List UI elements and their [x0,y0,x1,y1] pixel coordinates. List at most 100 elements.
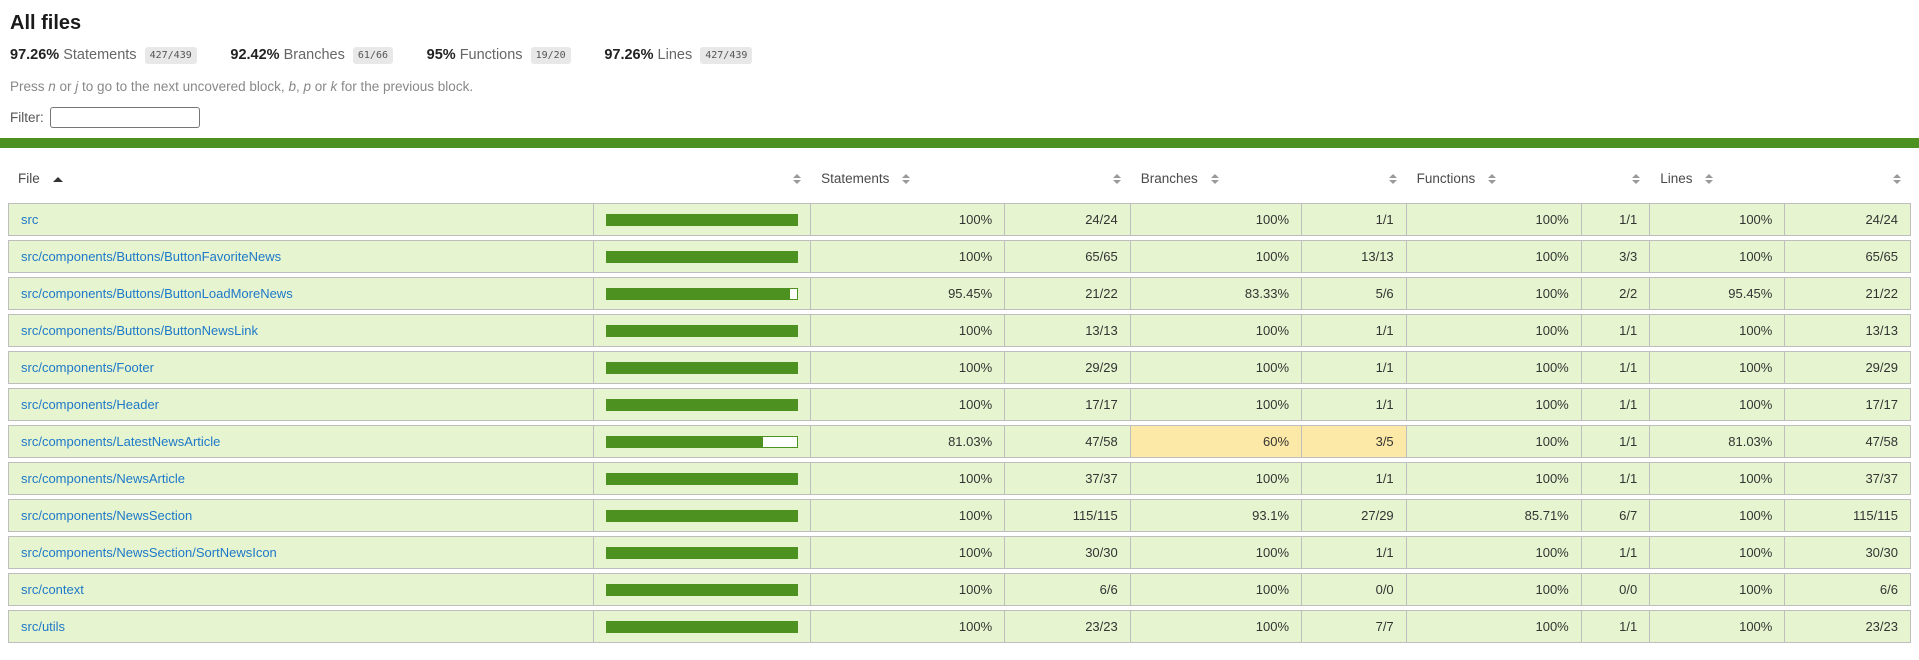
help-text-segment: or [310,79,331,94]
statements-raw-cell: 21/22 [1005,277,1131,310]
branches-raw-cell: 1/1 [1302,203,1407,236]
shortcut-key: b [288,79,296,94]
table-row: src/components/Buttons/ButtonNewsLink 10… [8,314,1911,347]
column-header-lines-raw[interactable] [1785,158,1911,199]
file-cell: src/components/NewsSection/SortNewsIcon [8,536,595,569]
coverage-bar-fill [606,546,799,559]
file-link[interactable]: src/context [21,582,84,597]
functions-raw-cell: 1/1 [1581,314,1651,347]
sort-icon[interactable] [1388,174,1397,185]
branches-pct-cell: 100% [1130,462,1303,495]
lines-pct-cell: 100% [1650,388,1786,421]
file-link[interactable]: src/components/NewsArticle [21,471,185,486]
functions-raw-cell: 1/1 [1581,203,1651,236]
branches-raw-cell: 5/6 [1302,277,1407,310]
lines-raw-cell: 6/6 [1785,573,1911,606]
file-cell: src/components/Buttons/ButtonNewsLink [8,314,595,347]
branches-raw-cell: 1/1 [1302,351,1407,384]
file-link[interactable]: src/components/Header [21,397,160,412]
table-row: src/components/Buttons/ButtonFavoriteNew… [8,240,1911,273]
branches-pct-cell: 100% [1130,610,1303,643]
summary-fraction-badge: 427/439 [144,46,197,64]
coverage-bar-fill [606,472,799,485]
column-header-branches[interactable]: Branches [1131,158,1302,199]
functions-raw-cell: 0/0 [1581,573,1651,606]
functions-raw-cell: 1/1 [1581,388,1651,421]
file-link[interactable]: src/components/NewsSection [21,508,193,523]
sort-icon[interactable] [1210,174,1219,185]
coverage-bar-fill [606,324,799,337]
coverage-bar [606,361,799,374]
lines-pct-cell: 100% [1650,573,1786,606]
help-text-segment: , [295,79,304,94]
column-header-file-label: File [18,171,40,186]
coverage-table: File Statements Branches Functions [8,154,1911,647]
help-text-segment: to go to the next uncovered block, [78,79,289,94]
summary-item: 97.26% Lines 427/439 [604,46,753,64]
sort-icon[interactable] [1705,174,1714,185]
coverage-bar-fill [606,287,790,300]
summary-item: 92.42% Branches 61/66 [230,46,393,64]
statements-raw-cell: 24/24 [1005,203,1131,236]
filter-input[interactable] [49,107,200,128]
sort-icon[interactable] [1632,174,1641,185]
file-link[interactable]: src/components/Buttons/ButtonNewsLink [21,323,259,338]
column-header-branches-raw[interactable] [1302,158,1407,199]
column-header-lines[interactable]: Lines [1650,158,1785,199]
column-header-file[interactable]: File [8,158,594,199]
lines-pct-cell: 95.45% [1650,277,1786,310]
table-row: src/context 100% 6/6 100% 0/0 100% 0/0 1… [8,573,1911,606]
sort-ascending-icon[interactable] [52,176,63,182]
branches-pct-cell: 93.1% [1130,499,1303,532]
statements-pct-cell: 95.45% [811,277,1006,310]
sort-icon[interactable] [793,174,802,185]
functions-pct-cell: 100% [1406,203,1582,236]
lines-pct-cell: 81.03% [1650,425,1786,458]
statements-pct-cell: 81.03% [811,425,1006,458]
sort-icon[interactable] [902,174,911,185]
table-row: src/components/Footer 100% 29/29 100% 1/… [8,351,1911,384]
functions-pct-cell: 100% [1406,388,1582,421]
branches-raw-cell: 1/1 [1302,314,1407,347]
coverage-bar-cell [594,425,812,458]
file-cell: src/components/Header [8,388,595,421]
column-header-bar[interactable] [594,158,811,199]
file-link[interactable]: src/components/Footer [21,360,154,375]
branches-pct-cell: 100% [1130,240,1303,273]
file-cell: src/components/LatestNewsArticle [8,425,595,458]
sort-icon[interactable] [1112,174,1121,185]
shortcut-key: k [330,79,338,94]
sort-icon[interactable] [1487,174,1496,185]
file-link[interactable]: src/components/Buttons/ButtonFavoriteNew… [21,249,282,264]
coverage-bar-cell [594,240,812,273]
coverage-bar-cell [594,610,812,643]
coverage-bar [606,250,799,263]
functions-raw-cell: 1/1 [1581,351,1651,384]
lines-raw-cell: 47/58 [1785,425,1911,458]
file-cell: src/components/Buttons/ButtonLoadMoreNew… [8,277,595,310]
branches-raw-cell: 3/5 [1302,425,1407,458]
branches-raw-cell: 1/1 [1302,536,1407,569]
column-header-statements-raw[interactable] [1005,158,1131,199]
page-title: All files [10,12,82,34]
help-text-segment: Press [10,79,49,94]
summary-fraction-badge: 427/439 [700,46,753,64]
summary-item: 95% Functions 19/20 [427,46,571,64]
coverage-bar [606,583,799,596]
file-link[interactable]: src [21,212,39,227]
file-cell: src/components/NewsArticle [8,462,595,495]
sort-icon[interactable] [1893,174,1901,185]
file-link[interactable]: src/components/LatestNewsArticle [21,434,221,449]
file-link[interactable]: src/components/Buttons/ButtonLoadMoreNew… [21,286,293,301]
column-header-functions-raw[interactable] [1582,158,1651,199]
lines-raw-cell: 29/29 [1785,351,1911,384]
file-link[interactable]: src/utils [21,619,66,634]
file-cell: src/components/Buttons/ButtonFavoriteNew… [8,240,595,273]
column-header-statements[interactable]: Statements [811,158,1005,199]
column-header-functions[interactable]: Functions [1407,158,1582,199]
functions-raw-cell: 1/1 [1581,536,1651,569]
coverage-bar-empty [761,435,799,448]
file-link[interactable]: src/components/NewsSection/SortNewsIcon [21,545,277,560]
lines-raw-cell: 23/23 [1785,610,1911,643]
summary-fraction-badge: 19/20 [530,46,571,64]
